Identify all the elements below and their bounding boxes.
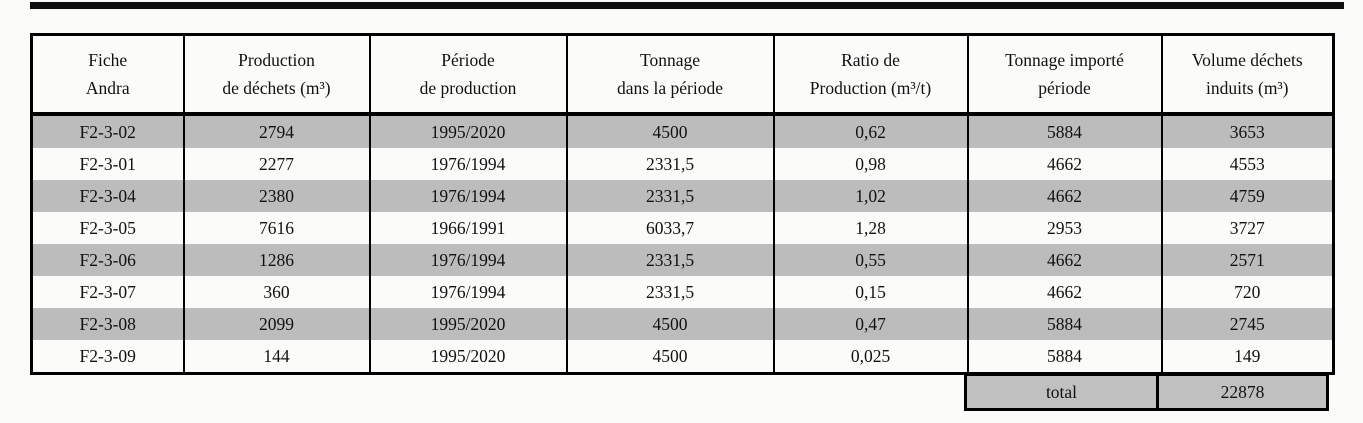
cell-tonnage: 2331,5 xyxy=(565,148,775,180)
column-header-tonnage: Tonnage dans la période xyxy=(565,33,775,116)
column-header-fiche: Fiche Andra xyxy=(30,33,185,116)
total-value-cell: 22878 xyxy=(1156,373,1329,411)
header-line: Fiche xyxy=(88,50,128,70)
table-row: F2-3-09 144 1995/2020 4500 0,025 5884 14… xyxy=(30,340,1335,374)
total-row: total 22878 xyxy=(964,373,1329,411)
cell-periode: 1995/2020 xyxy=(368,114,568,148)
cell-ratio: 0,98 xyxy=(772,148,969,180)
cell-ratio: 0,55 xyxy=(772,244,969,276)
header-line: Ratio de xyxy=(841,50,900,70)
cell-fiche: F2-3-01 xyxy=(30,148,185,180)
cell-fiche: F2-3-09 xyxy=(30,340,185,374)
cell-ratio: 0,47 xyxy=(772,308,969,340)
column-header-importe: Tonnage importé période xyxy=(966,33,1163,116)
cell-tonnage: 4500 xyxy=(565,308,775,340)
cell-importe: 5884 xyxy=(966,308,1163,340)
cell-ratio: 0,025 xyxy=(772,340,969,374)
table-row: F2-3-02 2794 1995/2020 4500 0,62 5884 36… xyxy=(30,114,1335,148)
header-line: Production xyxy=(238,50,315,70)
cell-production: 1286 xyxy=(182,244,371,276)
header-line: Production (m³/t) xyxy=(809,78,932,98)
cell-tonnage: 2331,5 xyxy=(565,276,775,308)
header-line: Volume déchets xyxy=(1191,50,1303,70)
cell-periode: 1976/1994 xyxy=(368,276,568,308)
cell-volume: 720 xyxy=(1160,276,1335,308)
cell-importe: 2953 xyxy=(966,212,1163,244)
cell-production: 360 xyxy=(182,276,371,308)
table-row: F2-3-05 7616 1966/1991 6033,7 1,28 2953 … xyxy=(30,212,1335,244)
scan-artifact-bar xyxy=(30,2,1344,9)
cell-periode: 1966/1991 xyxy=(368,212,568,244)
cell-fiche: F2-3-05 xyxy=(30,212,185,244)
cell-importe: 4662 xyxy=(966,180,1163,212)
table-row: F2-3-06 1286 1976/1994 2331,5 0,55 4662 … xyxy=(30,244,1335,276)
cell-ratio: 1,28 xyxy=(772,212,969,244)
header-line: Andra xyxy=(85,78,130,98)
cell-importe: 4662 xyxy=(966,148,1163,180)
cell-tonnage: 2331,5 xyxy=(565,180,775,212)
cell-volume: 4759 xyxy=(1160,180,1335,212)
header-line: Période xyxy=(441,50,495,70)
column-header-ratio: Ratio de Production (m³/t) xyxy=(772,33,969,116)
cell-periode: 1976/1994 xyxy=(368,148,568,180)
cell-importe: 5884 xyxy=(966,114,1163,148)
cell-fiche: F2-3-02 xyxy=(30,114,185,148)
cell-production: 7616 xyxy=(182,212,371,244)
cell-tonnage: 6033,7 xyxy=(565,212,775,244)
header-line: Tonnage xyxy=(639,50,700,70)
cell-volume: 149 xyxy=(1160,340,1335,374)
table-row: F2-3-01 2277 1976/1994 2331,5 0,98 4662 … xyxy=(30,148,1335,180)
cell-fiche: F2-3-06 xyxy=(30,244,185,276)
header-row: Fiche Andra Production de déchets (m³) P… xyxy=(30,33,1335,116)
cell-volume: 2571 xyxy=(1160,244,1335,276)
header-line: de production xyxy=(419,78,517,98)
cell-periode: 1976/1994 xyxy=(368,180,568,212)
column-header-production: Production de déchets (m³) xyxy=(182,33,371,116)
cell-periode: 1995/2020 xyxy=(368,308,568,340)
header-line: de déchets (m³) xyxy=(222,78,331,98)
total-summary-table: total 22878 xyxy=(964,373,1329,411)
cell-volume: 2745 xyxy=(1160,308,1335,340)
cell-production: 2380 xyxy=(182,180,371,212)
cell-production: 2277 xyxy=(182,148,371,180)
cell-tonnage: 2331,5 xyxy=(565,244,775,276)
cell-fiche: F2-3-07 xyxy=(30,276,185,308)
cell-importe: 4662 xyxy=(966,244,1163,276)
table-row: F2-3-08 2099 1995/2020 4500 0,47 5884 27… xyxy=(30,308,1335,340)
cell-production: 2794 xyxy=(182,114,371,148)
cell-production: 2099 xyxy=(182,308,371,340)
cell-volume: 4553 xyxy=(1160,148,1335,180)
column-header-periode: Période de production xyxy=(368,33,568,116)
header-line: Tonnage importé xyxy=(1005,50,1124,70)
cell-tonnage: 4500 xyxy=(565,114,775,148)
cell-volume: 3653 xyxy=(1160,114,1335,148)
table-row: F2-3-07 360 1976/1994 2331,5 0,15 4662 7… xyxy=(30,276,1335,308)
total-label-cell: total xyxy=(964,373,1159,411)
cell-fiche: F2-3-08 xyxy=(30,308,185,340)
table-row: F2-3-04 2380 1976/1994 2331,5 1,02 4662 … xyxy=(30,180,1335,212)
header-line: période xyxy=(1038,78,1091,98)
cell-fiche: F2-3-04 xyxy=(30,180,185,212)
column-header-volume: Volume déchets induits (m³) xyxy=(1160,33,1335,116)
cell-volume: 3727 xyxy=(1160,212,1335,244)
header-line: dans la période xyxy=(617,78,723,98)
cell-production: 144 xyxy=(182,340,371,374)
waste-production-table: Fiche Andra Production de déchets (m³) P… xyxy=(30,33,1335,375)
cell-importe: 5884 xyxy=(966,340,1163,374)
cell-tonnage: 4500 xyxy=(565,340,775,374)
cell-ratio: 0,15 xyxy=(772,276,969,308)
cell-periode: 1995/2020 xyxy=(368,340,568,374)
cell-importe: 4662 xyxy=(966,276,1163,308)
header-line: induits (m³) xyxy=(1205,78,1289,98)
cell-ratio: 0,62 xyxy=(772,114,969,148)
cell-periode: 1976/1994 xyxy=(368,244,568,276)
cell-ratio: 1,02 xyxy=(772,180,969,212)
